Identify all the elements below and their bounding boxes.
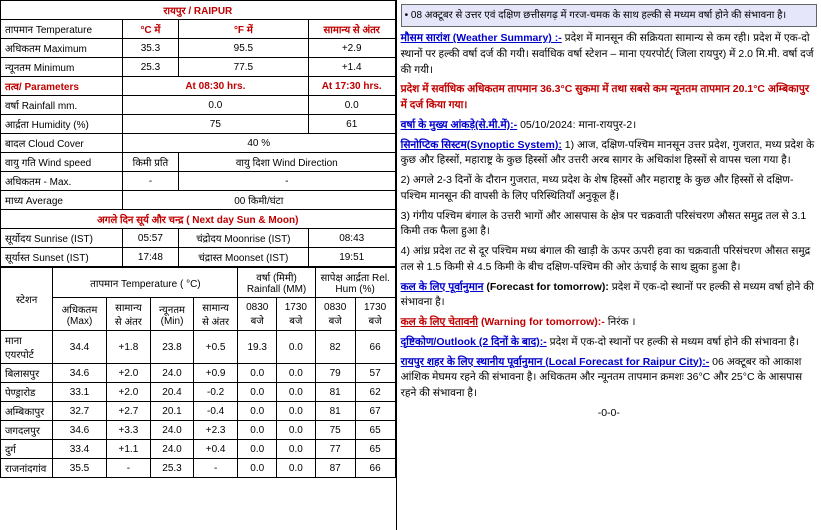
forecast-title: कल के लिए पूर्वानुमान [401,281,484,293]
table-row: राजनांदगांव35.5-25.3-0.00.08766 [1,459,396,478]
warning-title: कल के लिए चेतावनी [401,316,478,328]
header-table: रायपुर / RAIPUR तापमान Temperature °C मे… [0,0,396,267]
end-marker: -0-0- [401,406,817,422]
rainfall-title: वर्षा के मुख्य आंकड़े(से.मी.में):- [401,119,518,131]
city-header: रायपुर / RAIPUR [1,1,396,20]
table-row: माना एयरपोर्ट34.4+1.823.8+0.519.30.08266 [1,331,396,364]
weather-summary-title: मौसम सारांश (Weather Summary) :- [401,32,562,44]
table-row: दुर्ग33.4+1.124.0+0.40.00.07765 [1,440,396,459]
extreme-temps: प्रदेश में सर्वाधिक अधिकतम तापमान 36.3°C… [401,82,817,114]
synoptic-title: सिनोप्टिक सिस्टम(Synoptic System): [401,139,562,151]
table-row: पेण्ड्रारोड33.1+2.020.4-0.20.00.08162 [1,383,396,402]
local-forecast-title: रायपुर शहर के लिए स्थानीय पूर्वानुमान (L… [401,356,710,368]
left-panel: रायपुर / RAIPUR तापमान Temperature °C मे… [0,0,397,530]
right-panel: • 08 अक्टूबर से उत्तर एवं दक्षिण छत्तीसग… [397,0,821,530]
table-row: बिलासपुर34.6+2.024.0+0.90.00.07957 [1,364,396,383]
table-row: अम्बिकापुर32.7+2.720.1-0.40.00.08167 [1,402,396,421]
temp-label: तापमान Temperature [1,20,123,39]
table-row: जगदलपुर34.6+3.324.0+2.30.00.07565 [1,421,396,440]
outlook-title: दृष्टिकोण/Outlook (2 दिनों के बाद):- [401,336,547,348]
bullet-notice: • 08 अक्टूबर से उत्तर एवं दक्षिण छत्तीसग… [401,4,817,27]
stations-table: स्टेशन तापमान Temperature ( °C) वर्षा (म… [0,267,396,478]
